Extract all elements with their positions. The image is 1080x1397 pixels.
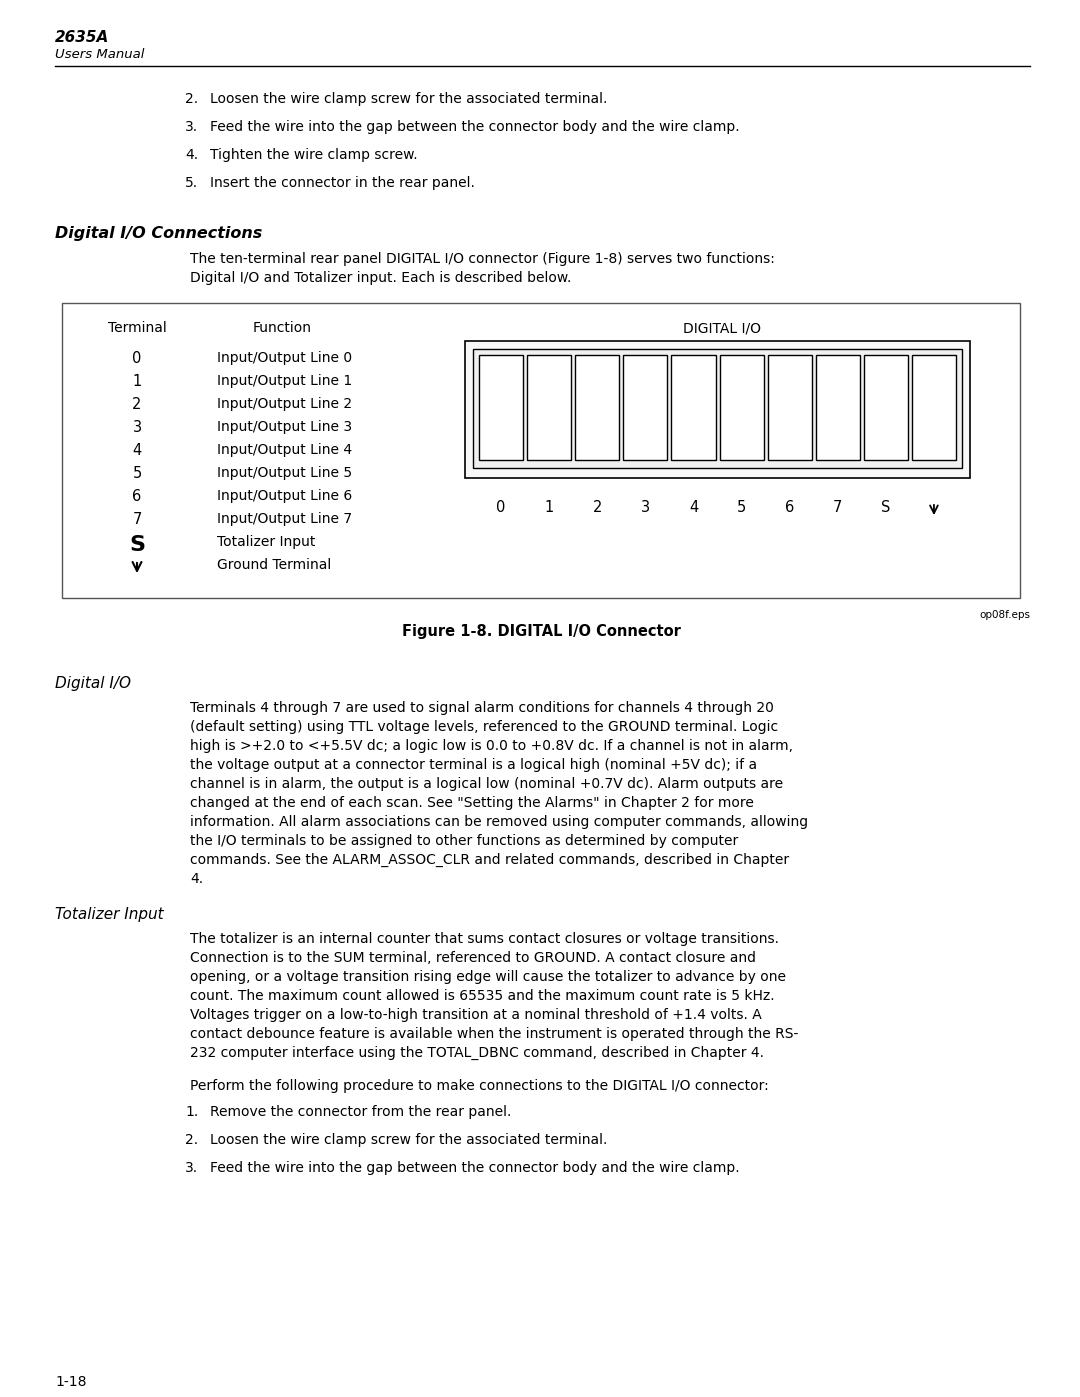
Text: S: S (881, 500, 891, 515)
Text: 4.: 4. (190, 872, 203, 886)
Bar (768, 355, 812, 460)
Text: 4: 4 (133, 443, 141, 458)
Text: Connection is to the SUM terminal, referenced to GROUND. A contact closure and: Connection is to the SUM terminal, refer… (190, 951, 756, 965)
Text: 3.: 3. (185, 1161, 198, 1175)
Text: 6: 6 (133, 489, 141, 504)
Text: Input/Output Line 0: Input/Output Line 0 (217, 351, 352, 365)
Text: Input/Output Line 6: Input/Output Line 6 (217, 489, 352, 503)
Text: count. The maximum count allowed is 65535 and the maximum count rate is 5 kHz.: count. The maximum count allowed is 6553… (190, 989, 774, 1003)
Bar (62, 303, 1020, 598)
Text: Terminals 4 through 7 are used to signal alarm conditions for channels 4 through: Terminals 4 through 7 are used to signal… (190, 701, 774, 715)
Text: Tighten the wire clamp screw.: Tighten the wire clamp screw. (210, 148, 418, 162)
Text: 0: 0 (133, 351, 141, 366)
Text: Figure 1-8. DIGITAL I/O Connector: Figure 1-8. DIGITAL I/O Connector (402, 624, 680, 638)
Text: 3.: 3. (185, 120, 198, 134)
Text: 2.: 2. (185, 92, 198, 106)
Text: 7: 7 (133, 511, 141, 527)
Text: 2.: 2. (185, 1133, 198, 1147)
Text: Users Manual: Users Manual (55, 47, 145, 61)
Text: 6: 6 (785, 500, 794, 515)
Text: channel is in alarm, the output is a logical low (nominal +0.7V dc). Alarm outpu: channel is in alarm, the output is a log… (190, 777, 783, 791)
Text: Digital I/O: Digital I/O (55, 676, 131, 692)
Text: 1: 1 (133, 374, 141, 388)
Text: 7: 7 (833, 500, 842, 515)
Text: 1.: 1. (185, 1105, 199, 1119)
Text: Totalizer Input: Totalizer Input (217, 535, 315, 549)
Text: Function: Function (253, 321, 311, 335)
Text: 4.: 4. (185, 148, 198, 162)
Text: Input/Output Line 4: Input/Output Line 4 (217, 443, 352, 457)
Text: 5: 5 (737, 500, 746, 515)
Text: 5.: 5. (185, 176, 198, 190)
Text: 232 computer interface using the TOTAL_DBNC command, described in Chapter 4.: 232 computer interface using the TOTAL_D… (190, 1046, 764, 1060)
Text: high is >+2.0 to <+5.5V dc; a logic low is 0.0 to +0.8V dc. If a channel is not : high is >+2.0 to <+5.5V dc; a logic low … (190, 739, 793, 753)
Text: Input/Output Line 7: Input/Output Line 7 (217, 511, 352, 527)
Text: Voltages trigger on a low-to-high transition at a nominal threshold of +1.4 volt: Voltages trigger on a low-to-high transi… (190, 1009, 761, 1023)
Text: S: S (129, 535, 145, 555)
Text: Feed the wire into the gap between the connector body and the wire clamp.: Feed the wire into the gap between the c… (210, 1161, 740, 1175)
Text: 4: 4 (689, 500, 698, 515)
Text: Input/Output Line 3: Input/Output Line 3 (217, 420, 352, 434)
Text: Digital I/O Connections: Digital I/O Connections (55, 226, 262, 242)
Text: changed at the end of each scan. See "Setting the Alarms" in Chapter 2 for more: changed at the end of each scan. See "Se… (190, 796, 754, 810)
Text: opening, or a voltage transition rising edge will cause the totalizer to advance: opening, or a voltage transition rising … (190, 970, 786, 983)
Text: 3: 3 (133, 420, 141, 434)
Bar (623, 355, 667, 460)
Text: Ground Terminal: Ground Terminal (217, 557, 332, 571)
Text: 2: 2 (593, 500, 602, 515)
Text: the voltage output at a connector terminal is a logical high (nominal +5V dc); i: the voltage output at a connector termin… (190, 759, 757, 773)
Text: Input/Output Line 1: Input/Output Line 1 (217, 374, 352, 388)
Text: 2: 2 (133, 397, 141, 412)
Text: 1: 1 (544, 500, 554, 515)
Bar (465, 341, 970, 478)
Text: (default setting) using TTL voltage levels, referenced to the GROUND terminal. L: (default setting) using TTL voltage leve… (190, 719, 778, 733)
Bar (480, 355, 523, 460)
Text: DIGITAL I/O: DIGITAL I/O (683, 321, 761, 335)
Text: 5: 5 (133, 467, 141, 481)
Text: The totalizer is an internal counter that sums contact closures or voltage trans: The totalizer is an internal counter tha… (190, 932, 779, 946)
Text: Feed the wire into the gap between the connector body and the wire clamp.: Feed the wire into the gap between the c… (210, 120, 740, 134)
Text: Input/Output Line 5: Input/Output Line 5 (217, 467, 352, 481)
Text: Insert the connector in the rear panel.: Insert the connector in the rear panel. (210, 176, 475, 190)
Bar (815, 355, 860, 460)
Text: Loosen the wire clamp screw for the associated terminal.: Loosen the wire clamp screw for the asso… (210, 92, 607, 106)
Text: 1-18: 1-18 (55, 1375, 86, 1389)
Text: 0: 0 (497, 500, 505, 515)
Text: 2635A: 2635A (55, 29, 109, 45)
Text: Digital I/O and Totalizer input. Each is described below.: Digital I/O and Totalizer input. Each is… (190, 271, 571, 285)
Text: The ten-terminal rear panel DIGITAL I/O connector (Figure 1-8) serves two functi: The ten-terminal rear panel DIGITAL I/O … (190, 251, 774, 265)
Bar (719, 355, 764, 460)
Text: contact debounce feature is available when the instrument is operated through th: contact debounce feature is available wh… (190, 1027, 798, 1041)
Text: information. All alarm associations can be removed using computer commands, allo: information. All alarm associations can … (190, 814, 808, 828)
Text: Totalizer Input: Totalizer Input (55, 907, 164, 922)
Text: Perform the following procedure to make connections to the DIGITAL I/O connector: Perform the following procedure to make … (190, 1078, 769, 1092)
Text: Remove the connector from the rear panel.: Remove the connector from the rear panel… (210, 1105, 511, 1119)
Text: Loosen the wire clamp screw for the associated terminal.: Loosen the wire clamp screw for the asso… (210, 1133, 607, 1147)
Bar (912, 355, 956, 460)
Text: op08f.eps: op08f.eps (978, 610, 1030, 620)
Bar (864, 355, 908, 460)
Text: Terminal: Terminal (108, 321, 166, 335)
Text: the I/O terminals to be assigned to other functions as determined by computer: the I/O terminals to be assigned to othe… (190, 834, 739, 848)
Text: commands. See the ALARM_ASSOC_CLR and related commands, described in Chapter: commands. See the ALARM_ASSOC_CLR and re… (190, 854, 789, 868)
Bar (672, 355, 715, 460)
Bar (576, 355, 619, 460)
Bar (473, 349, 962, 468)
Text: 3: 3 (640, 500, 650, 515)
Bar (527, 355, 571, 460)
Text: Input/Output Line 2: Input/Output Line 2 (217, 397, 352, 411)
